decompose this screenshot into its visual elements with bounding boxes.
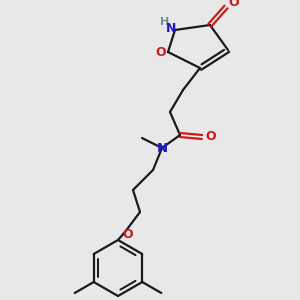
Text: N: N (156, 142, 168, 154)
Text: O: O (123, 229, 133, 242)
Text: O: O (206, 130, 216, 143)
Text: O: O (229, 0, 239, 8)
Text: N: N (166, 22, 176, 35)
Text: O: O (156, 46, 166, 59)
Text: H: H (160, 17, 169, 27)
